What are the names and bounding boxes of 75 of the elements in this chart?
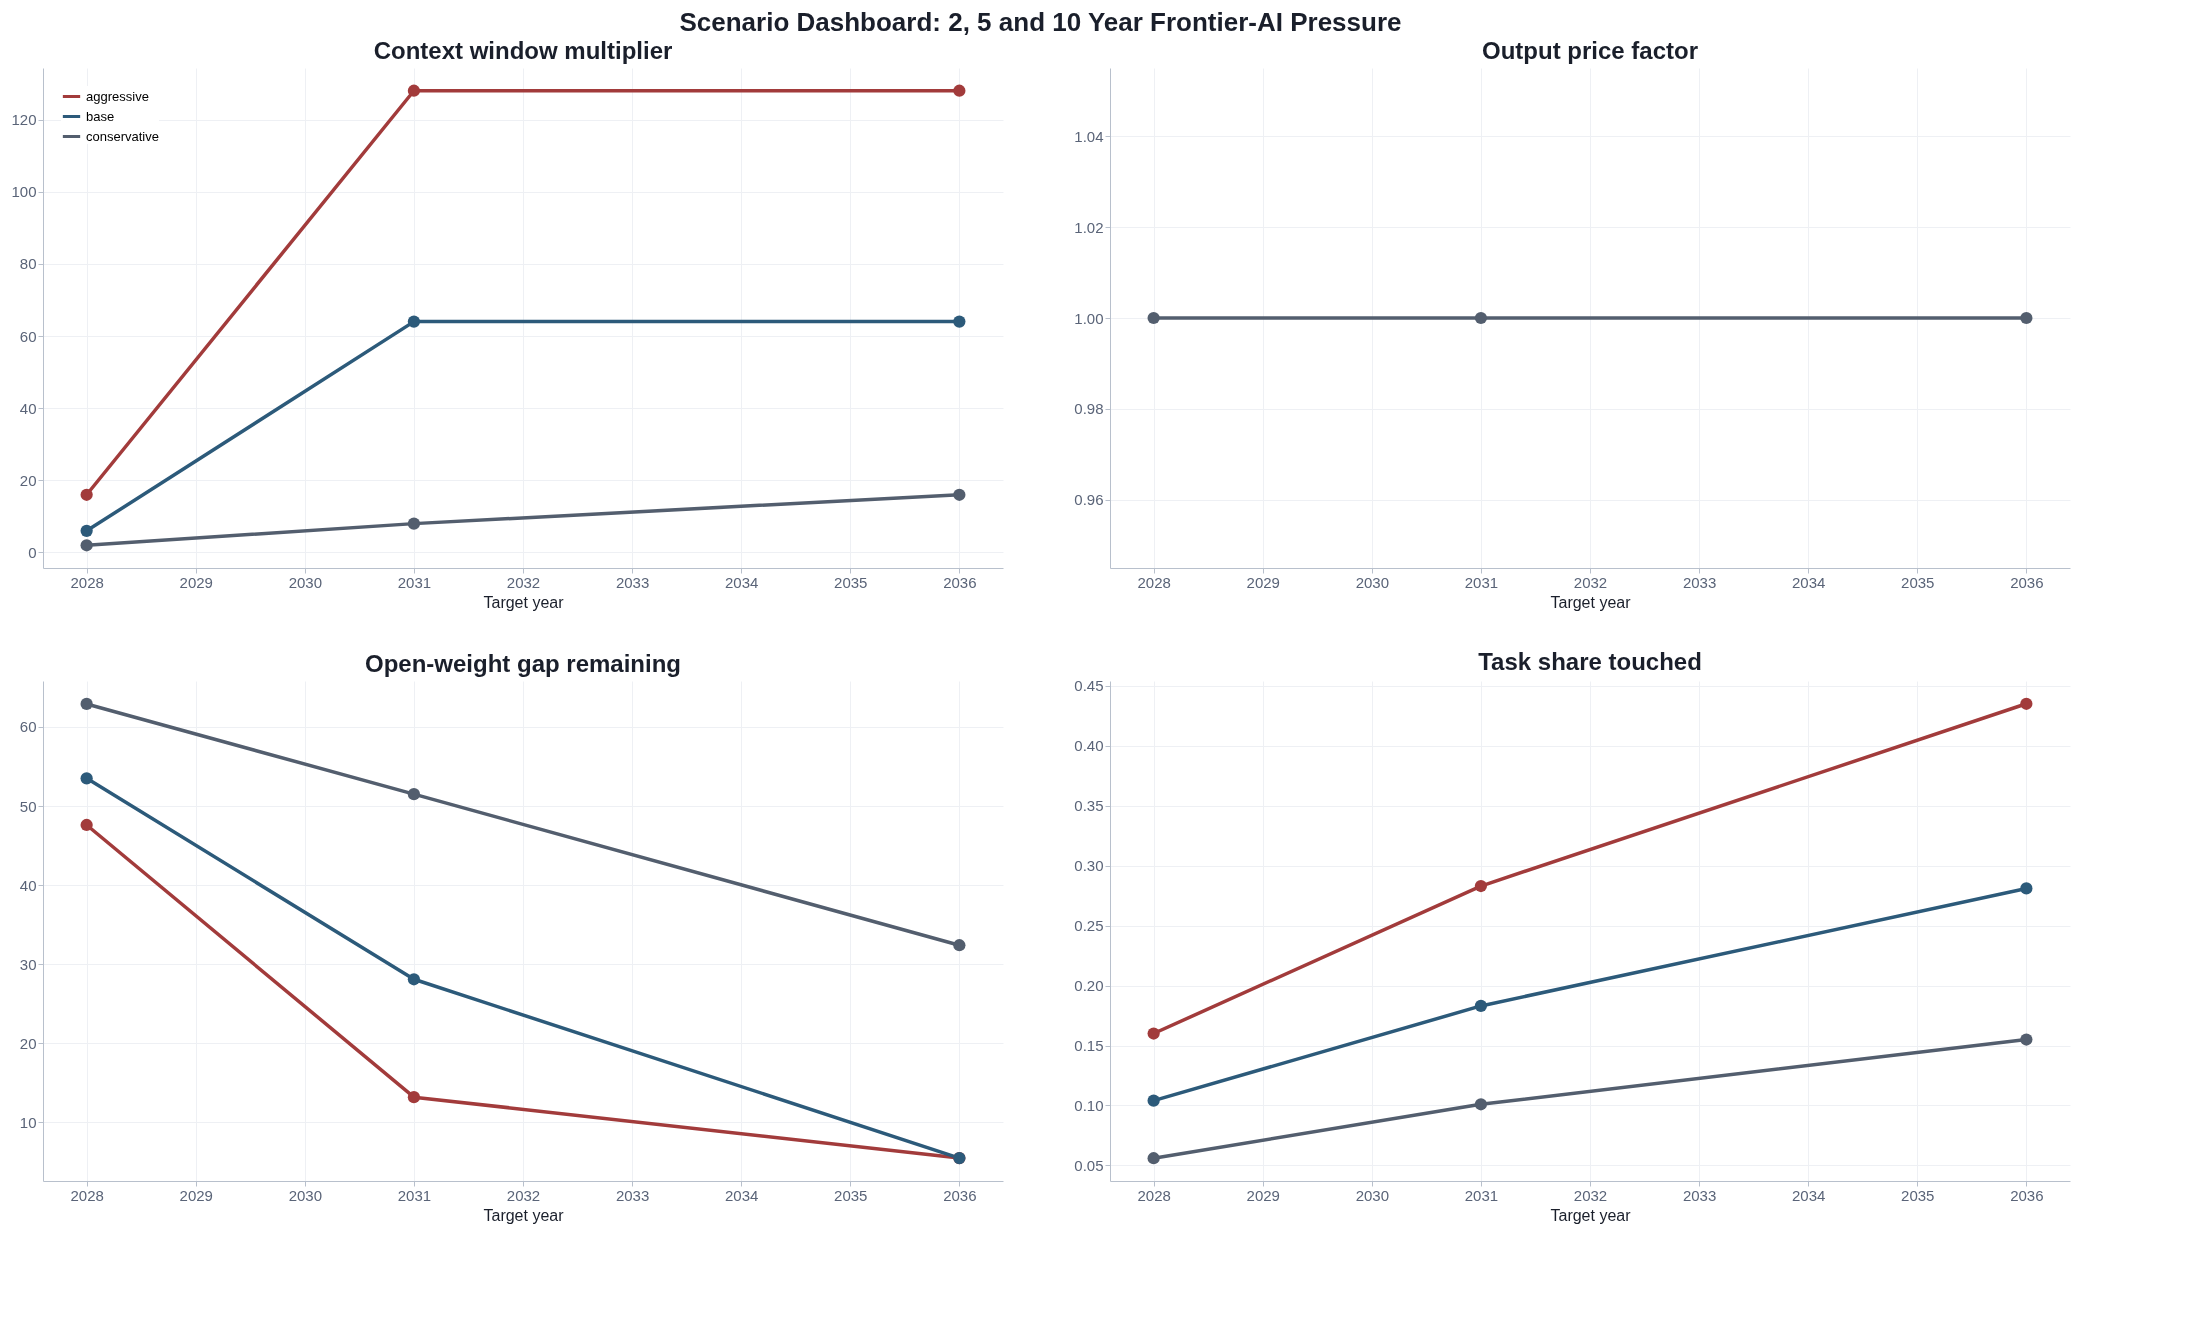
x-tick-label: 2034 bbox=[724, 1186, 759, 1204]
x-tick-label: 2032 bbox=[1573, 1186, 1608, 1204]
x-tick-label: 2033 bbox=[615, 573, 650, 591]
y-tick-label: 120 bbox=[11, 111, 37, 129]
y-tick-label: 0.25 bbox=[1074, 917, 1104, 935]
y-tick-label: 50 bbox=[19, 797, 37, 815]
x-tick-label: 2031 bbox=[1464, 1186, 1499, 1204]
chart-title: Open-weight gap remaining bbox=[364, 650, 682, 677]
x-tick-label: 2030 bbox=[1355, 573, 1390, 591]
x-tick-label: 2028 bbox=[70, 1186, 104, 1204]
x-tick-label: 2031 bbox=[1464, 573, 1499, 591]
y-tick-label: 1.00 bbox=[1074, 309, 1104, 327]
x-tick-label: 2033 bbox=[615, 1186, 650, 1204]
y-tick-label: 0.10 bbox=[1074, 1096, 1104, 1114]
y-tick-label: 30 bbox=[19, 955, 37, 973]
x-tick-label: 2035 bbox=[1901, 573, 1935, 591]
y-tick-label: 100 bbox=[11, 183, 37, 201]
x-axis-title: Target year bbox=[483, 593, 565, 611]
y-tick-label: 20 bbox=[19, 471, 37, 489]
y-tick-label: 20 bbox=[19, 1034, 37, 1052]
legend-label: aggressive bbox=[86, 88, 149, 104]
y-tick-label: 60 bbox=[19, 718, 37, 736]
y-tick-label: 1.04 bbox=[1074, 127, 1104, 145]
legend-label: base bbox=[86, 108, 115, 124]
x-tick-label: 2036 bbox=[943, 1186, 977, 1204]
y-tick-label: 0.45 bbox=[1074, 677, 1104, 695]
x-tick-label: 2032 bbox=[506, 573, 541, 591]
y-tick-label: 0.20 bbox=[1074, 977, 1104, 995]
x-tick-label: 2029 bbox=[1246, 573, 1280, 591]
y-tick-label: 40 bbox=[19, 399, 37, 417]
x-tick-label: 2034 bbox=[1791, 573, 1826, 591]
x-tick-label: 2030 bbox=[288, 1186, 323, 1204]
chart-title: Context window multiplier bbox=[373, 37, 673, 64]
x-tick-label: 2035 bbox=[834, 1186, 868, 1204]
x-tick-label: 2032 bbox=[506, 1186, 541, 1204]
y-tick-label: 0.96 bbox=[1074, 491, 1104, 509]
x-tick-label: 2034 bbox=[1791, 1186, 1826, 1204]
x-tick-label: 2034 bbox=[724, 573, 759, 591]
chart-title: Task share touched bbox=[1478, 647, 1702, 675]
y-tick-label: 1.02 bbox=[1074, 218, 1104, 236]
x-tick-label: 2028 bbox=[1137, 573, 1171, 591]
x-tick-label: 2029 bbox=[1246, 1186, 1280, 1204]
y-tick-label: 0.15 bbox=[1074, 1037, 1104, 1055]
x-tick-label: 2035 bbox=[1901, 1186, 1935, 1204]
y-tick-label: 10 bbox=[19, 1113, 37, 1131]
x-tick-label: 2030 bbox=[1355, 1186, 1390, 1204]
x-axis-title: Target year bbox=[1550, 593, 1632, 611]
x-tick-label: 2036 bbox=[943, 573, 977, 591]
chart-title: Output price factor bbox=[1481, 37, 1699, 64]
x-tick-label: 2031 bbox=[397, 573, 432, 591]
x-tick-label: 2029 bbox=[179, 573, 213, 591]
x-tick-label: 2029 bbox=[179, 1186, 213, 1204]
x-axis-title: Target year bbox=[483, 1206, 565, 1224]
y-tick-label: 0.30 bbox=[1074, 857, 1104, 875]
legend-label: conservative bbox=[86, 128, 159, 144]
y-tick-label: 40 bbox=[19, 876, 37, 894]
y-tick-label: 0.35 bbox=[1074, 797, 1104, 815]
y-tick-label: 80 bbox=[19, 255, 37, 273]
x-tick-label: 2028 bbox=[1137, 1186, 1171, 1204]
y-tick-label: 0.98 bbox=[1074, 400, 1104, 418]
x-tick-label: 2035 bbox=[834, 573, 868, 591]
x-tick-label: 2030 bbox=[288, 573, 323, 591]
x-tick-label: 2036 bbox=[2010, 1186, 2044, 1204]
x-axis-title: Target year bbox=[1550, 1206, 1632, 1224]
text: Scenario Dashboard: 2, 5 and 10 Year Frontier-AI Pressure bbox=[679, 7, 1402, 37]
x-tick-label: 2031 bbox=[397, 1186, 432, 1204]
x-tick-label: 2028 bbox=[70, 573, 104, 591]
x-tick-label: 2032 bbox=[1573, 573, 1608, 591]
x-tick-label: 2033 bbox=[1682, 1186, 1717, 1204]
y-tick-label: 0 bbox=[28, 543, 37, 561]
x-tick-label: 2033 bbox=[1682, 573, 1717, 591]
y-tick-label: 0.40 bbox=[1074, 737, 1104, 755]
x-tick-label: 2036 bbox=[2010, 573, 2044, 591]
y-tick-label: 0.05 bbox=[1074, 1156, 1104, 1174]
y-tick-label: 60 bbox=[19, 327, 37, 345]
